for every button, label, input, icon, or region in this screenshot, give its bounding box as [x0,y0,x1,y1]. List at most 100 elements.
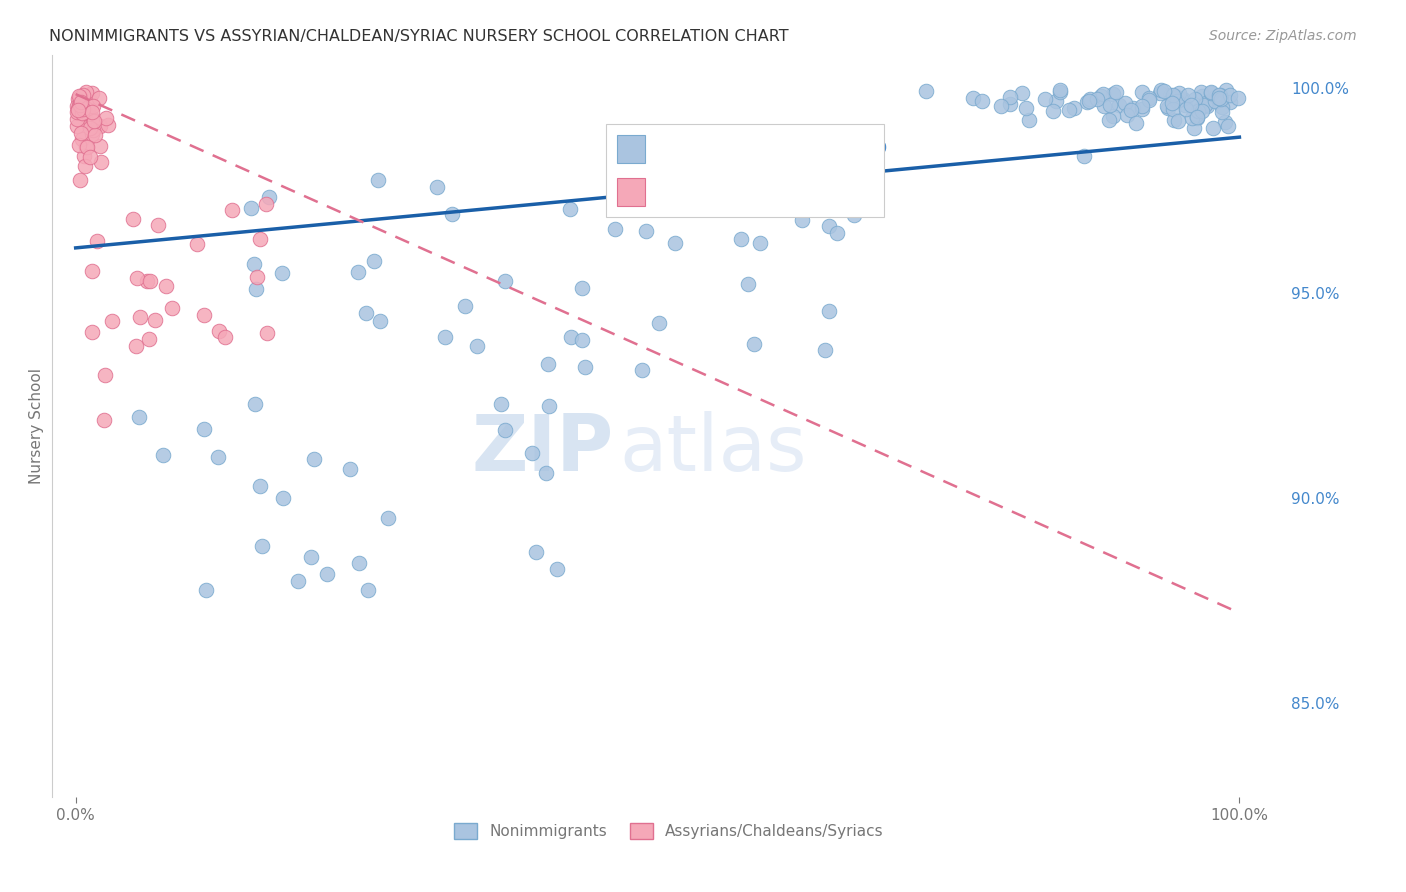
Point [1163,102,1185,116]
Point [67,103,90,117]
Point [1159,88,1181,103]
Point [998,97,1021,112]
Point [494,423,516,437]
Point [70,126,93,140]
Point [1042,103,1064,118]
Point [494,275,516,289]
Point [76,115,98,129]
Point [520,446,543,460]
Point [89,139,111,153]
Point [1150,83,1173,97]
Point [367,172,389,186]
Point [962,91,984,105]
Point [66,92,89,106]
Point [82,127,104,141]
Point [76,102,98,116]
Point [1213,115,1236,129]
Point [129,310,152,324]
Point [75,140,97,154]
Point [1194,97,1216,112]
Point [67,137,90,152]
Point [742,337,765,351]
Point [73,102,96,116]
Point [72,149,94,163]
Point [207,450,229,464]
Point [69,173,91,187]
Point [1121,101,1143,115]
Point [254,197,277,211]
Point [1011,86,1033,100]
Point [1114,95,1136,110]
Point [1194,96,1216,111]
Point [86,234,108,248]
Point [242,257,264,271]
Point [817,219,839,233]
Point [67,102,90,116]
Point [122,211,145,226]
Text: atlas: atlas [620,410,807,486]
Point [1098,113,1121,128]
Point [1092,87,1115,101]
Point [80,264,103,278]
Point [1092,99,1115,113]
Point [1170,92,1192,106]
Point [70,102,93,116]
Point [1177,88,1199,103]
Point [1149,86,1171,100]
Point [1160,95,1182,110]
Point [1215,83,1237,97]
Point [339,461,361,475]
Point [1078,92,1101,106]
Point [93,412,115,426]
Point [357,583,380,598]
Point [145,312,167,326]
Point [72,102,94,116]
Point [1201,85,1223,99]
Point [214,329,236,343]
Point [208,324,231,338]
Point [1102,109,1125,123]
Point [1130,85,1153,99]
Point [603,222,626,236]
Point [1209,92,1232,106]
Point [1045,95,1067,109]
Point [441,207,464,221]
Point [1063,101,1085,115]
Point [730,232,752,246]
Text: NONIMMIGRANTS VS ASSYRIAN/CHALDEAN/SYRIAC NURSERY SCHOOL CORRELATION CHART: NONIMMIGRANTS VS ASSYRIAN/CHALDEAN/SYRIA… [49,29,789,44]
Point [1153,84,1175,98]
Point [239,202,262,216]
Point [69,90,91,104]
Point [1180,97,1202,112]
Point [1226,90,1249,104]
Point [1167,113,1189,128]
Point [82,113,104,128]
Point [1187,103,1209,118]
Point [560,202,582,216]
Point [1156,99,1178,113]
Point [702,191,724,205]
Point [70,106,93,120]
Point [271,266,294,280]
Point [67,99,90,113]
Point [1208,88,1230,103]
Point [787,192,810,206]
Point [1137,93,1160,107]
Point [1137,91,1160,105]
Point [1191,98,1213,112]
Point [84,128,107,143]
Point [70,132,93,146]
Point [1166,94,1188,108]
Point [273,491,295,505]
Point [1130,99,1153,113]
Point [664,235,686,250]
Point [128,410,150,425]
Point [66,112,89,127]
Point [221,203,243,218]
Point [1161,92,1184,106]
Point [1119,103,1142,118]
Point [1090,89,1112,103]
Point [82,111,104,125]
Text: 159: 159 [851,140,887,158]
Point [363,254,385,268]
